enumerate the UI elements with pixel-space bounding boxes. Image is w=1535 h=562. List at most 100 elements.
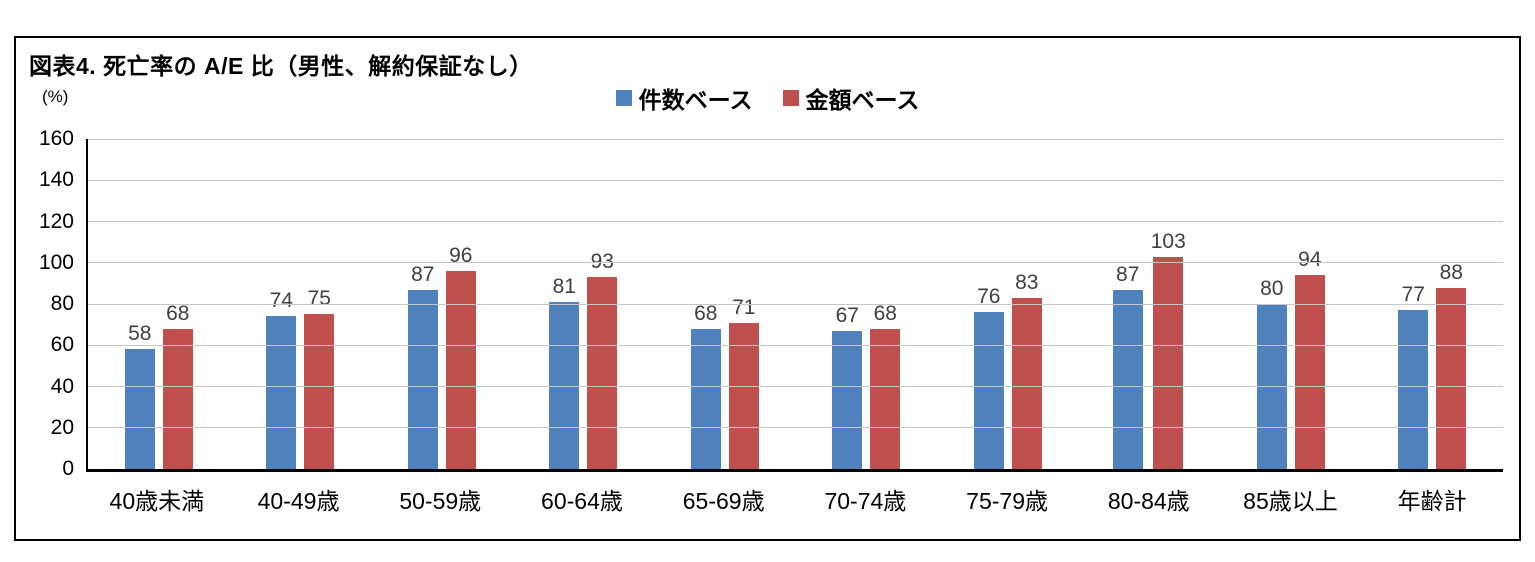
bar-value-label: 68 [694, 301, 718, 325]
bar-count-basis [407, 289, 438, 469]
bar-group: 68 71 [654, 139, 796, 469]
gridline [88, 386, 1503, 387]
bar-wrap: 68 [162, 301, 193, 469]
bar-wrap: 83 [1011, 270, 1042, 469]
bar-count-basis [549, 301, 580, 469]
bar-count-basis [1112, 289, 1143, 469]
bar-value-label: 83 [1015, 270, 1039, 294]
bar-amount-basis [1436, 287, 1467, 469]
x-category-label: 70-74歳 [824, 488, 907, 514]
x-category-label: 85歳以上 [1243, 488, 1338, 514]
bar-group: 87 103 [1079, 139, 1221, 469]
bar-wrap: 76 [973, 285, 1004, 469]
bar-value-label: 96 [449, 244, 473, 267]
bar-groups: 58 68 74 75 87 96 81 93 68 71 67 68 76 83 87 103 80 94 77 8… [88, 139, 1503, 469]
bar-value-label: 58 [128, 322, 152, 346]
bar-count-basis [124, 349, 155, 469]
bar-wrap: 103 [1151, 230, 1186, 469]
legend-swatch-blue-icon [615, 90, 632, 106]
chart-body: 0 20 40 60 80 100 120 140 160 58 68 74 75 87 96 81 93 68… [16, 127, 1519, 514]
bar-wrap: 75 [304, 287, 335, 469]
legend: 件数ベース 金額ベース [16, 71, 1519, 115]
bar-count-basis [266, 316, 297, 469]
bar-count-basis [832, 330, 863, 469]
bar-value-label: 71 [732, 295, 756, 319]
y-axis-tick-label: 100 [38, 250, 74, 274]
bar-group: 74 75 [230, 139, 372, 469]
bar-count-basis [973, 312, 1004, 469]
chart-frame: 図表4. 死亡率の A/E 比（男性、解約保証なし） (%) 件数ベース 金額ベ… [14, 36, 1521, 541]
x-category-label: 年齢計 [1397, 488, 1467, 514]
bar-value-label: 75 [307, 287, 331, 311]
legend-label-count-basis: 件数ベース [638, 87, 753, 113]
gridline [88, 179, 1503, 181]
gridline [88, 303, 1503, 305]
x-category-label: 65-69歳 [682, 488, 765, 514]
bar-value-label: 88 [1439, 260, 1463, 284]
bar-wrap: 77 [1398, 283, 1429, 469]
bar-wrap: 71 [728, 295, 759, 469]
gridline [88, 344, 1503, 346]
x-axis-labels: 40歳未満 40-49歳 50-59歳 60-64歳 65-69歳 70-74歳 75-79… [86, 472, 1503, 514]
bar-group: 67 68 [796, 139, 938, 469]
bar-count-basis [1398, 310, 1429, 469]
plot-wrap: 58 68 74 75 87 96 81 93 68 71 67 68 76 83 87 103 80 94 77 8… [86, 138, 1503, 514]
bar-value-label: 80 [1260, 277, 1284, 300]
bar-value-label: 76 [977, 285, 1001, 309]
bar-amount-basis [870, 328, 901, 469]
y-axis-tick-label: 160 [38, 127, 74, 150]
bar-amount-basis [1294, 275, 1325, 469]
x-category-label: 40歳未満 [109, 488, 205, 514]
bar-wrap: 80 [1256, 277, 1287, 469]
bar-group: 76 83 [937, 139, 1079, 469]
bar-amount-basis [1011, 297, 1042, 469]
bar-wrap: 67 [832, 303, 863, 469]
bar-amount-basis [445, 271, 476, 469]
y-axis: 0 20 40 60 80 100 120 140 160 [16, 127, 86, 480]
bar-value-label: 77 [1401, 283, 1425, 307]
bar-wrap: 87 [1112, 262, 1143, 469]
bar-group: 81 93 [513, 139, 655, 469]
bar-value-label: 87 [1116, 262, 1140, 286]
bar-group: 77 88 [1362, 139, 1504, 469]
y-axis-tick-label: 60 [50, 333, 74, 357]
y-axis-tick-label: 140 [38, 168, 74, 192]
bar-wrap: 58 [124, 322, 155, 469]
legend-row: (%) 件数ベース 金額ベース [16, 71, 1519, 117]
gridline [88, 221, 1503, 222]
chart-title: 図表4. 死亡率の A/E 比（男性、解約保証なし） [29, 53, 533, 79]
bar-wrap: 68 [690, 301, 721, 469]
x-category-label: 50-59歳 [399, 488, 482, 514]
bar-value-label: 68 [166, 301, 190, 325]
bar-wrap: 74 [266, 289, 297, 469]
x-category-label: 80-84歳 [1107, 488, 1190, 514]
bar-wrap: 94 [1294, 248, 1325, 469]
gridline [88, 262, 1503, 264]
y-axis-tick-label: 20 [50, 415, 74, 439]
bar-wrap: 93 [587, 250, 618, 469]
bar-value-label: 87 [411, 262, 435, 286]
legend-item-count-basis: 件数ベース [615, 81, 753, 115]
bar-wrap: 88 [1436, 260, 1467, 469]
y-axis-tick-label: 0 [62, 457, 74, 480]
y-axis-tick-label: 40 [50, 374, 74, 398]
bar-amount-basis [162, 328, 193, 469]
bar-wrap: 87 [407, 262, 438, 469]
legend-swatch-red-icon [782, 90, 799, 106]
bar-value-label: 67 [835, 303, 859, 327]
y-axis-tick-label: 120 [38, 209, 74, 233]
bar-group: 58 68 [88, 139, 230, 469]
bar-amount-basis [587, 277, 618, 469]
bar-wrap: 96 [445, 244, 476, 469]
bar-wrap: 81 [549, 274, 580, 469]
bar-count-basis [690, 328, 721, 469]
bar-amount-basis [304, 314, 335, 469]
bar-value-label: 81 [552, 274, 576, 298]
bar-value-label: 74 [269, 289, 293, 313]
bar-wrap: 68 [870, 302, 901, 469]
plot-area: 58 68 74 75 87 96 81 93 68 71 67 68 76 83 87 103 80 94 77 8… [86, 138, 1503, 472]
bar-value-label: 94 [1298, 248, 1322, 272]
legend-label-amount-basis: 金額ベース [805, 87, 920, 113]
x-category-label: 40-49歳 [257, 488, 340, 514]
y-axis-unit-label: (%) [42, 87, 69, 106]
